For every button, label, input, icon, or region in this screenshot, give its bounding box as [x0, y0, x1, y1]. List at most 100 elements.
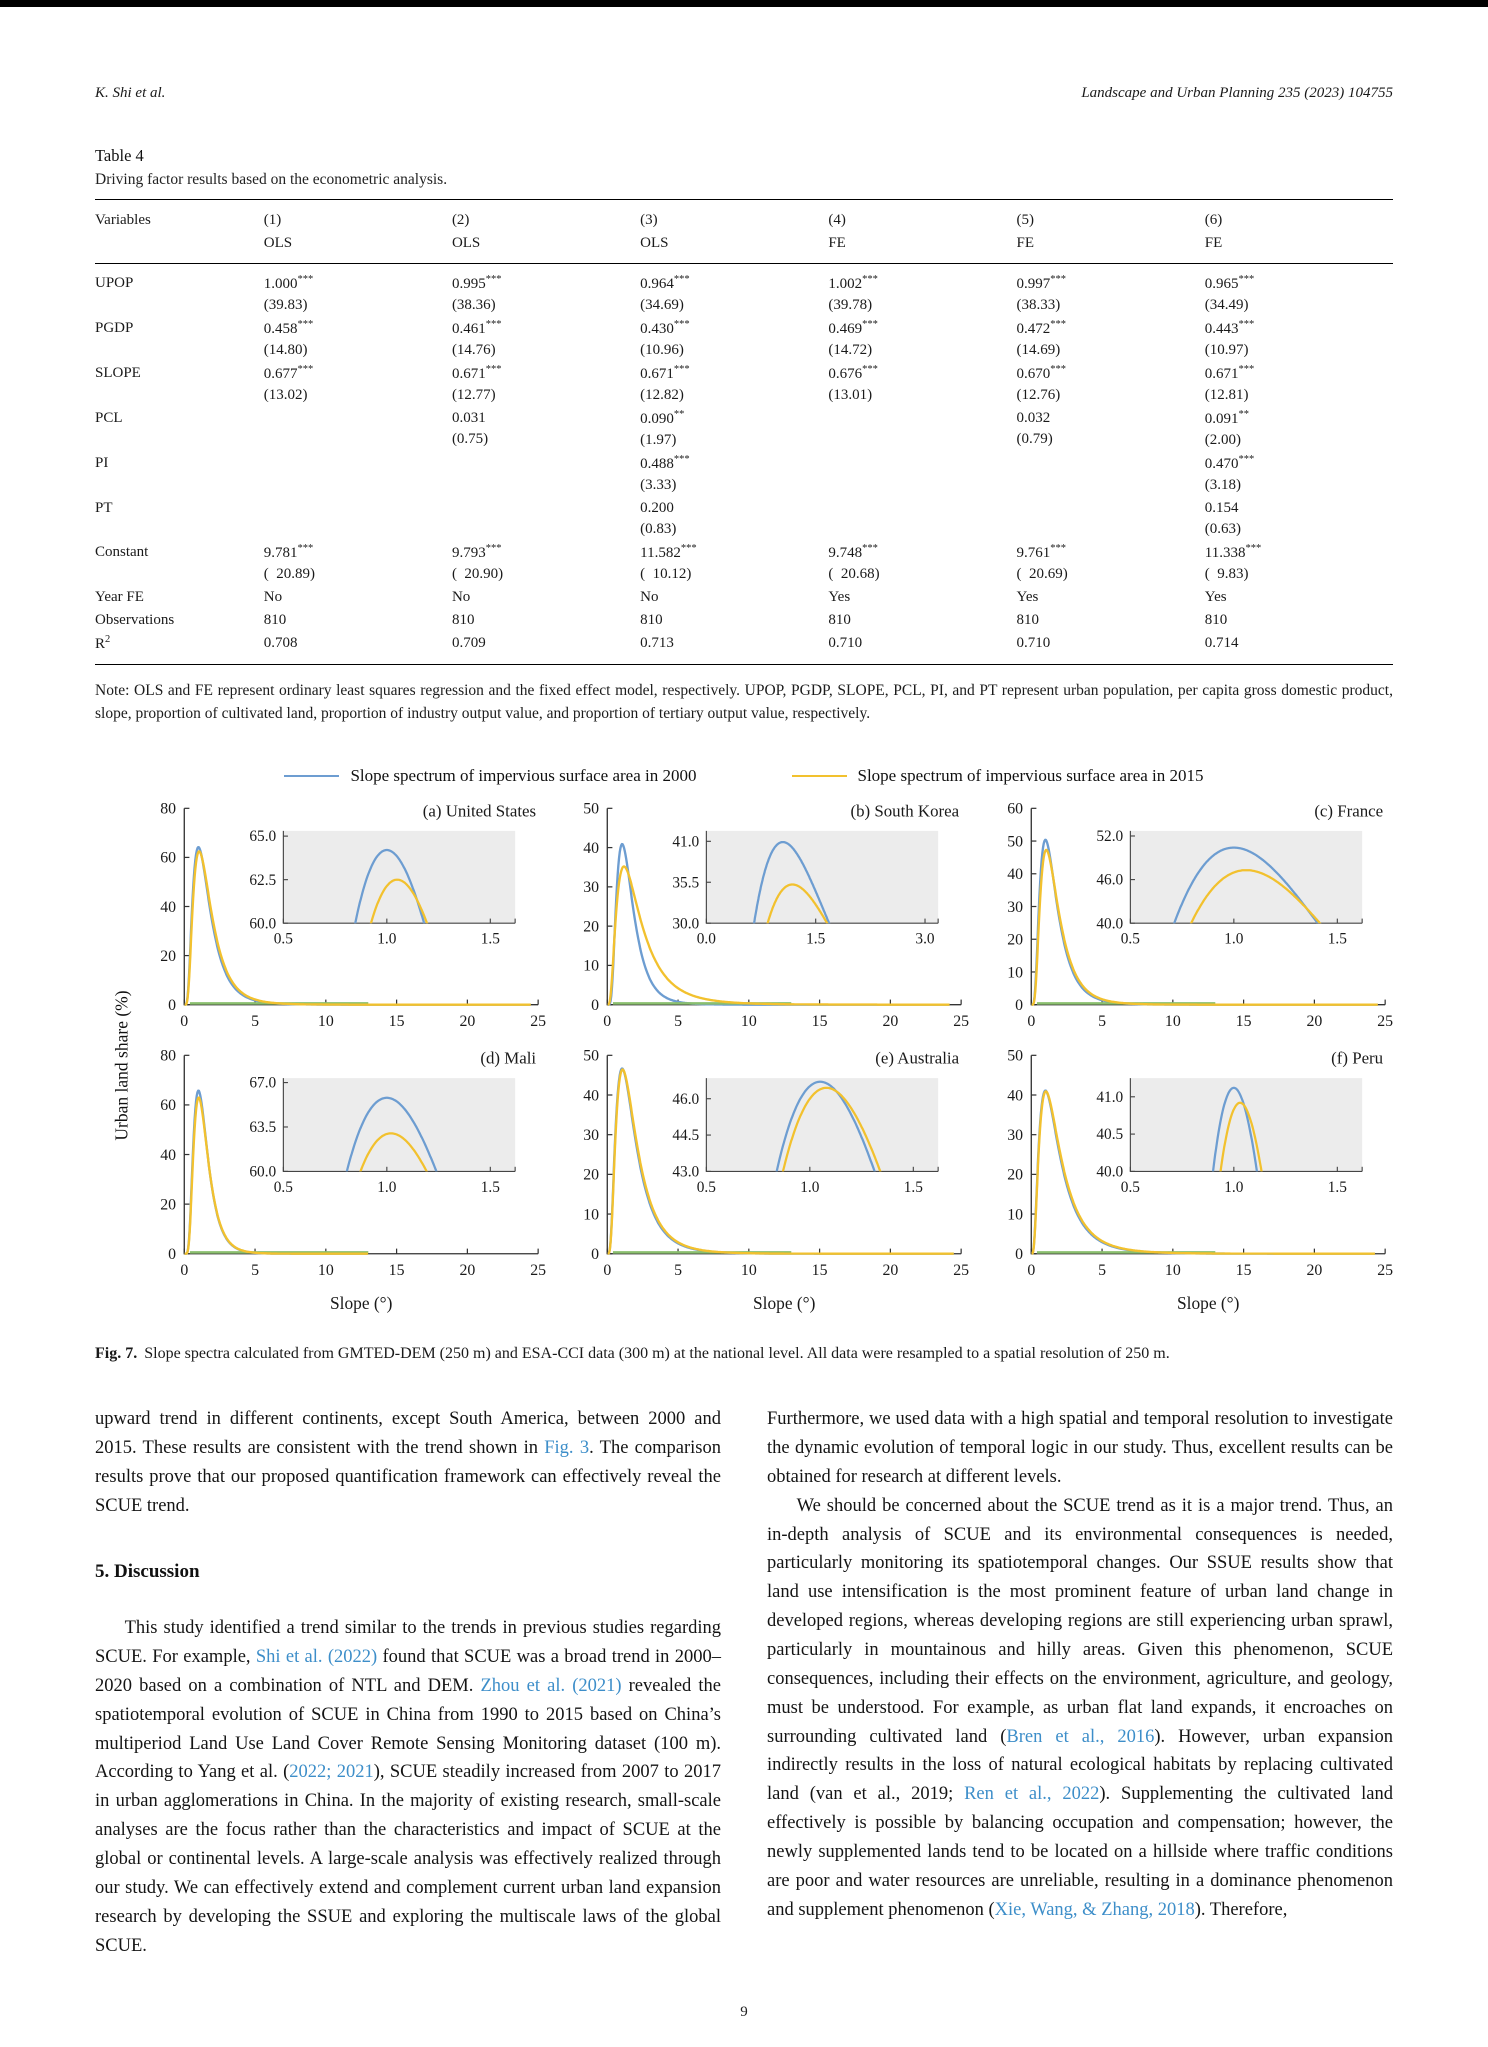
svg-text:60: 60 — [160, 849, 176, 866]
svg-text:5: 5 — [251, 1013, 259, 1030]
citation-link[interactable]: Fig. 3 — [544, 1437, 590, 1458]
table-cell — [828, 452, 1016, 497]
text-run: Furthermore, we used data with a high sp… — [767, 1409, 1393, 1487]
svg-text:20: 20 — [459, 1013, 475, 1030]
legend-line-2000-icon — [284, 774, 340, 777]
svg-text:46.0: 46.0 — [1096, 871, 1123, 888]
variable-label: PT — [95, 500, 113, 516]
table-cell: 0.710 — [1016, 632, 1205, 665]
svg-text:44.5: 44.5 — [673, 1127, 700, 1144]
right-column: Furthermore, we used data with a high sp… — [767, 1405, 1393, 1960]
table-row: PI 0.488*** (3.33) 0.470*** (3.18) — [95, 452, 1393, 497]
inset-background — [283, 830, 516, 923]
svg-text:0: 0 — [592, 996, 600, 1013]
subplot-canvas: 0 20 40 60 80 0 5 10 15 20 25 60.0 62.5 65.0 0.5 1.0 1.5… — [160, 800, 546, 1030]
subplot-canvas: 0 10 20 30 40 50 0 5 10 15 20 25 40.0 40.5 41.0 0.5 1.0 1… — [1007, 1048, 1393, 1313]
svg-text:20: 20 — [883, 1013, 899, 1030]
svg-text:0.5: 0.5 — [697, 1179, 716, 1196]
subplot-label: (c) France — [1314, 801, 1383, 820]
svg-text:25: 25 — [1377, 1013, 1393, 1030]
figure-caption-text: Slope spectra calculated from GMTED-DEM … — [144, 1345, 1170, 1363]
inset-curve-2015 — [359, 1132, 428, 1172]
variable-label: R2 — [95, 632, 264, 665]
svg-text:67.0: 67.0 — [249, 1075, 276, 1092]
svg-text:0: 0 — [591, 1246, 599, 1263]
citation-link[interactable]: 2022; 2021 — [289, 1762, 374, 1783]
svg-text:50: 50 — [1007, 833, 1023, 850]
table-title: Table 4 — [95, 146, 144, 165]
table-cell: 9.781***( 20.89) — [263, 543, 315, 582]
column-header: OLS — [451, 232, 641, 264]
legend-item-2000: Slope spectrum of impervious surface are… — [284, 766, 697, 786]
figure-y-axis-label: Urban land share (%) — [111, 990, 132, 1141]
table-cell: 0.443*** (10.97) — [1204, 319, 1255, 358]
text-run: upward trend in different continents, ex… — [95, 1409, 721, 1458]
citation-link[interactable]: Shi et al. (2022) — [255, 1647, 378, 1668]
svg-text:30: 30 — [1007, 1127, 1023, 1144]
table-cell: Yes — [1204, 589, 1227, 605]
subplot-label: (d) Mali — [480, 1048, 536, 1067]
table-row: PT 0.200 (0.83) 0.154 (0.63) — [95, 497, 1393, 541]
svg-text:10: 10 — [318, 1262, 334, 1279]
svg-text:30: 30 — [584, 879, 600, 896]
svg-text:10: 10 — [584, 957, 600, 974]
citation-link[interactable]: Xie, Wang, & Zhang, 2018 — [994, 1899, 1195, 1920]
table-cell: No — [263, 589, 283, 605]
table-cell: 0.997*** (38.33) — [1016, 274, 1067, 313]
table-cell: 9.761***( 20.69) — [1016, 543, 1068, 582]
column-header: (3) — [640, 199, 829, 232]
table-cell: 0.472*** (14.69) — [1016, 319, 1067, 358]
citation-link[interactable]: Bren et al., 2016 — [1006, 1726, 1155, 1747]
table-cell: 0.714 — [1204, 632, 1393, 665]
table-cell — [1017, 497, 1205, 541]
inset-curve-2015 — [782, 1086, 882, 1172]
svg-text:0: 0 — [1027, 1262, 1035, 1279]
svg-text:20: 20 — [584, 1167, 600, 1184]
table-cell — [1017, 452, 1205, 497]
svg-text:0: 0 — [604, 1262, 612, 1279]
svg-text:1.0: 1.0 — [1224, 1179, 1243, 1196]
table-row: UPOP 1.000*** (39.83) 0.995*** (38.36) 0.964*… — [95, 264, 1393, 318]
figure-plot-area: Urban land share (%) 0 20 40 60 80 0 5 10 15 20 25… — [95, 794, 1393, 1318]
svg-text:0: 0 — [168, 1246, 176, 1263]
svg-text:40: 40 — [1007, 1087, 1023, 1104]
svg-text:20: 20 — [459, 1262, 475, 1279]
page: K. Shi et al. Landscape and Urban Planni… — [0, 7, 1488, 2047]
inset-background — [1130, 830, 1362, 923]
text-run: ). Therefore, — [1194, 1899, 1288, 1920]
curve-2015 — [1030, 848, 1378, 1006]
svg-text:1.0: 1.0 — [1224, 930, 1243, 947]
table-cell: 810 — [263, 612, 287, 628]
svg-text:10: 10 — [1165, 1262, 1181, 1279]
column-header: FE — [1204, 232, 1393, 264]
x-axis-label: Slope (°) — [330, 1294, 393, 1313]
svg-text:80: 80 — [160, 800, 176, 817]
column-header: (5) — [1016, 199, 1205, 232]
svg-text:0.5: 0.5 — [1120, 1179, 1139, 1196]
left-column: upward trend in different continents, ex… — [95, 1405, 721, 1960]
subplot-canvas: 0 10 20 30 40 50 0 5 10 15 20 25 43.0 44.5 46.0 0.5 1.0 1… — [584, 1048, 970, 1313]
variable-label: UPOP — [95, 275, 134, 291]
inset-curve-2000 — [354, 848, 426, 923]
table-cell — [452, 497, 640, 541]
subplot-d-mali: 0 20 40 60 80 0 5 10 15 20 25 60.0 63.5 67.0 0.5 1.0 1.5… — [127, 1041, 546, 1317]
svg-text:15: 15 — [1235, 1013, 1251, 1030]
table-cell: 0.670*** (12.76) — [1016, 364, 1067, 403]
variable-label: Observations — [95, 612, 175, 628]
curve-2015 — [184, 849, 532, 1006]
table-cell: 0.709 — [451, 632, 641, 665]
svg-text:0: 0 — [1027, 1013, 1035, 1030]
subplot-b-south-korea: 0 10 20 30 40 50 0 5 10 15 20 25 30.0 35.5 41.0 0.0 1.5 3… — [550, 794, 970, 1039]
inset-curve-2000 — [753, 840, 831, 923]
paragraph-discussion: This study identified a trend similar to… — [95, 1614, 721, 1960]
subplot-label: (f) Peru — [1331, 1048, 1384, 1067]
citation-link[interactable]: Zhou et al. (2021) — [480, 1675, 622, 1696]
inset-curve-2000 — [345, 1096, 438, 1172]
table-cell: 0.671*** (12.77) — [451, 364, 502, 403]
svg-text:1.5: 1.5 — [806, 930, 825, 947]
table-section: Table 4 Driving factor results based on … — [95, 146, 1393, 726]
figure-caption-label: Fig. 7. — [95, 1345, 138, 1363]
citation-link[interactable]: Ren et al., 2022 — [964, 1784, 1100, 1805]
svg-text:20: 20 — [160, 947, 176, 964]
text-run: This study identified a trend similar to… — [95, 1618, 721, 1668]
